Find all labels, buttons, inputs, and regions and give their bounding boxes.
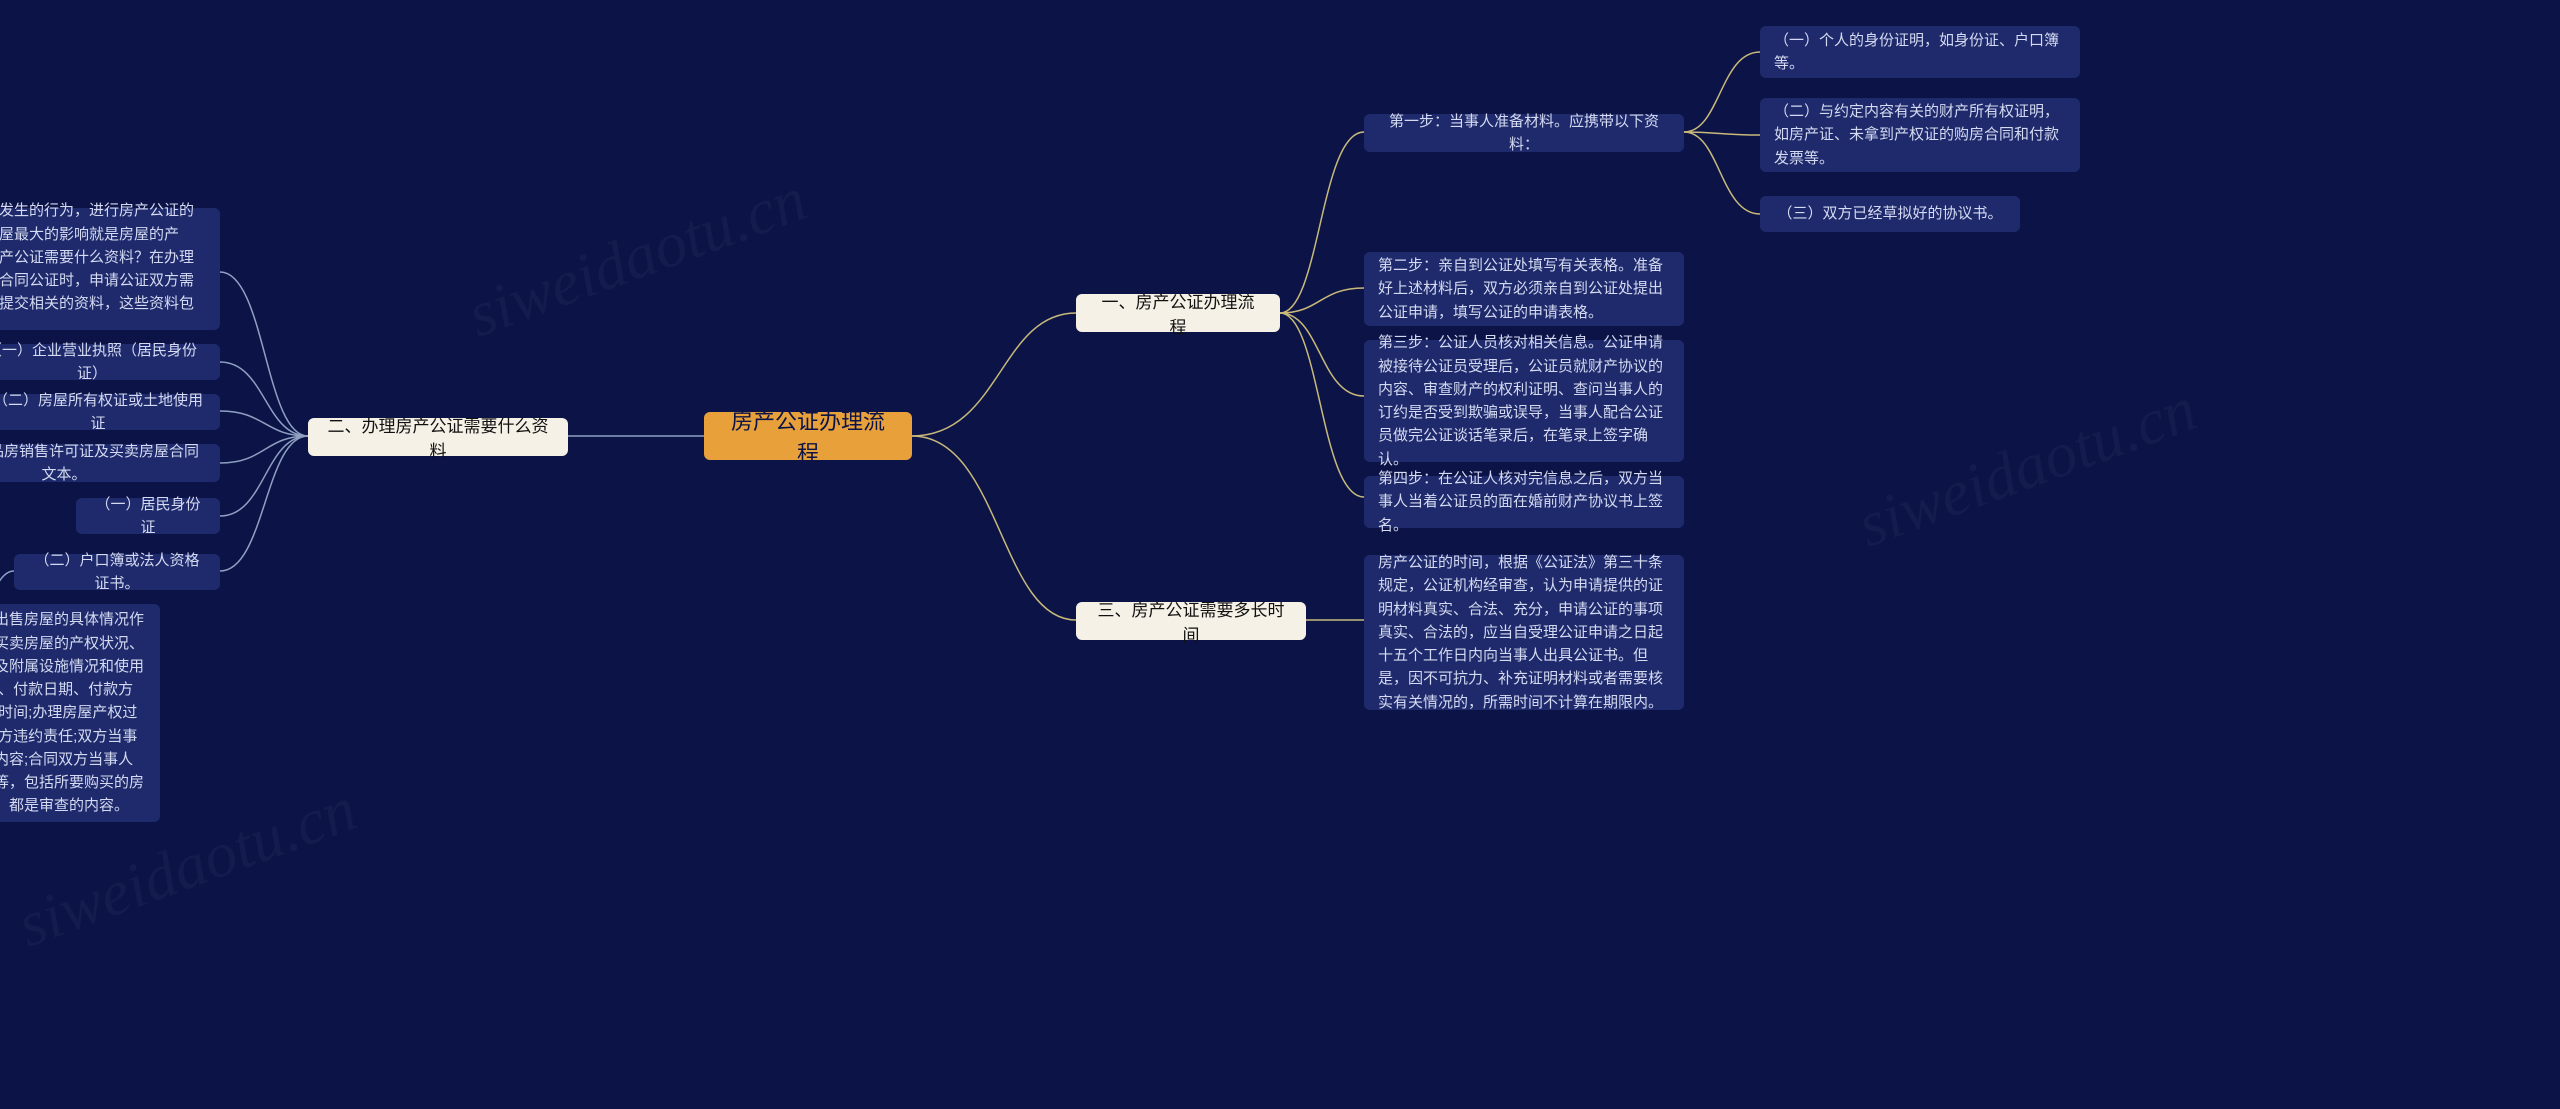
materials-item2: （二）房屋所有权证或土地使用证 <box>0 394 220 430</box>
branch-duration: 三、房产公证需要多长时间 <box>1076 602 1306 640</box>
materials-intro: 公证是经常发生的行为，进行房产公证的作用对于房屋最大的影响就是房屋的产权，那么房… <box>0 208 220 330</box>
branch-materials: 二、办理房产公证需要什么资料 <box>308 418 568 456</box>
materials-item3: （三）商品房销售许可证及买卖房屋合同文本。 <box>0 444 220 482</box>
step4: 第四步：在公证人核对完信息之后，双方当事人当着公证员的面在婚前财产协议书上签名。 <box>1364 476 1684 528</box>
step1: 第一步：当事人准备材料。应携带以下资料： <box>1364 114 1684 152</box>
step1-sub3: （三）双方已经草拟好的协议书。 <box>1760 196 2020 232</box>
materials-item5: （二）户口簿或法人资格证书。 <box>14 554 220 590</box>
step1-sub1: （一）个人的身份证明，如身份证、户口簿等。 <box>1760 26 2080 78</box>
watermark: siweidaotu.cn <box>458 162 816 353</box>
step2: 第二步：亲自到公证处填写有关表格。准备好上述材料后，双方必须亲自到公证处提出公证… <box>1364 252 1684 326</box>
watermark: siweidaotu.cn <box>1848 372 2206 563</box>
duration-text: 房产公证的时间，根据《公证法》第三十条规定，公证机构经审查，认为申请提供的证明材… <box>1364 555 1684 710</box>
step3: 第三步：公证人员核对相关信息。公证申请被接待公证员受理后，公证员就财产协议的内容… <box>1364 340 1684 462</box>
branch-process: 一、房产公证办理流程 <box>1076 294 1280 332</box>
materials-extra: 此外，公证处需要对所出售房屋的具体情况作详细了解。比如合同中买卖房屋的产权状况、… <box>0 604 160 822</box>
step1-sub2: （二）与约定内容有关的财产所有权证明，如房产证、未拿到产权证的购房合同和付款发票… <box>1760 98 2080 172</box>
root-node: 房产公证办理流程 <box>704 412 912 460</box>
materials-item4: （一）居民身份证 <box>76 498 220 534</box>
materials-item1: （一）企业营业执照（居民身份证） <box>0 344 220 380</box>
connectors <box>0 0 2560 1109</box>
